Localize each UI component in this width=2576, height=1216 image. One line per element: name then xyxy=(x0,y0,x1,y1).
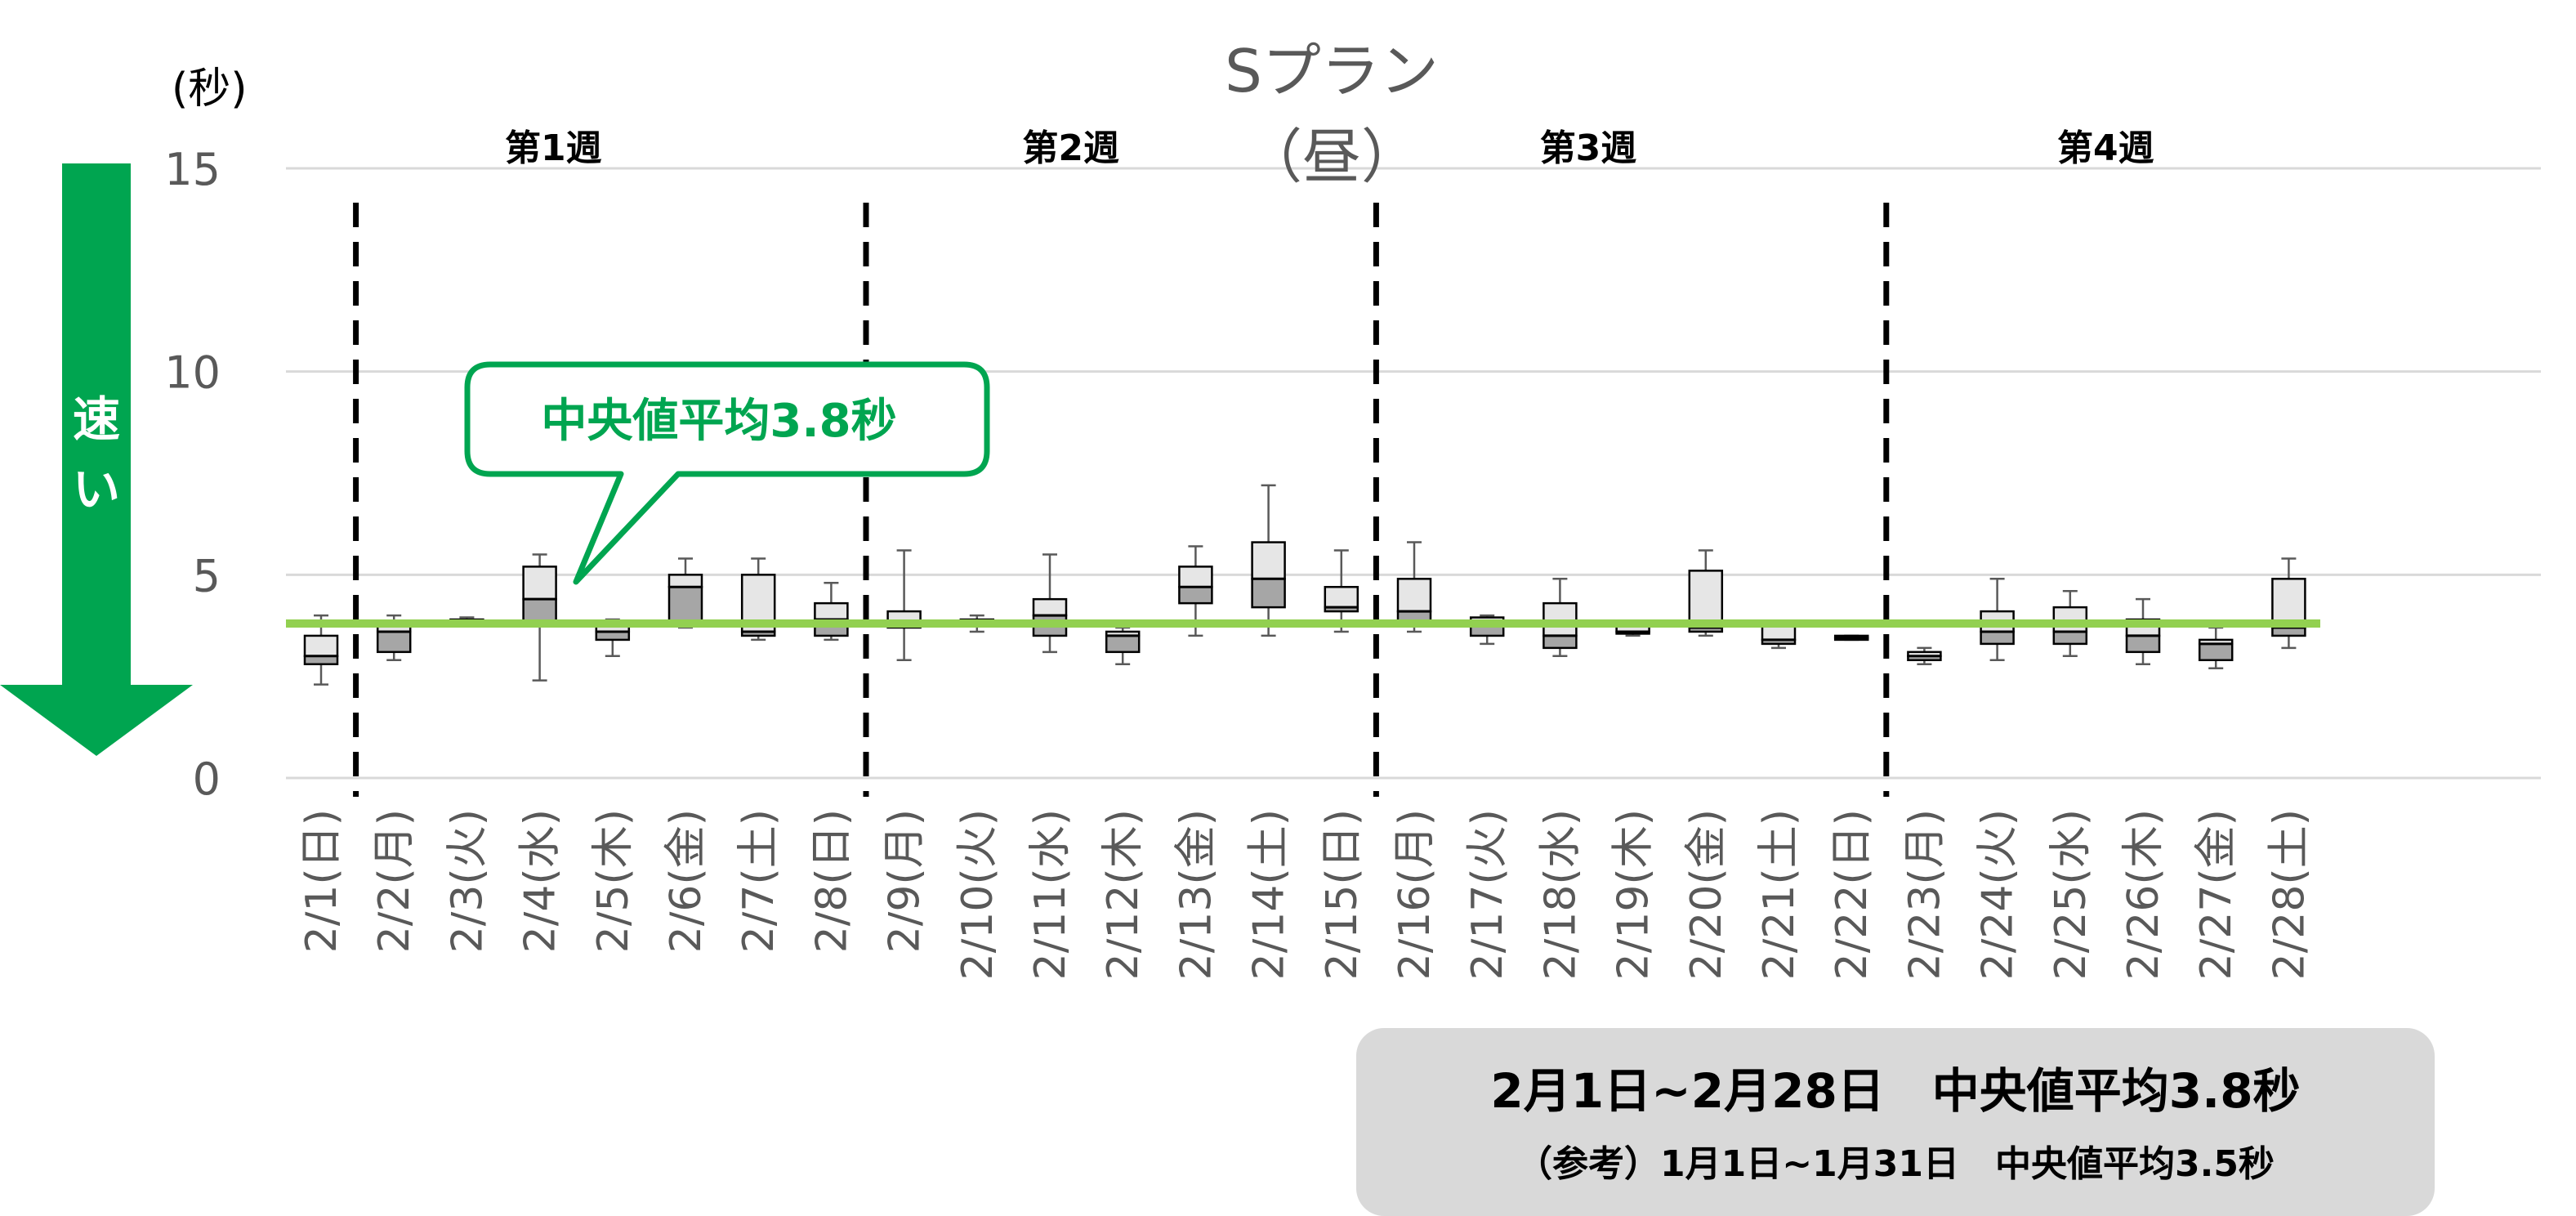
box-upper xyxy=(1032,597,1068,617)
x-tick-label: 2/20(金) xyxy=(1682,809,1731,980)
x-tick-label: 2/14(土) xyxy=(1245,809,1294,980)
y-axis-unit: (秒) xyxy=(172,65,248,114)
box-15 xyxy=(1324,549,1359,633)
x-tick-label: 2/10(火) xyxy=(953,809,1002,980)
box-upper xyxy=(522,566,557,601)
x-tick-label: 2/23(月) xyxy=(1900,809,1949,980)
box-23 xyxy=(1907,646,1942,665)
x-tick-label: 2/5(木) xyxy=(589,809,638,953)
x-tick-label: 2/9(月) xyxy=(881,809,930,953)
y-tick-label: 0 xyxy=(193,753,221,805)
box-lower xyxy=(2052,630,2088,646)
x-tick-label: 2/12(木) xyxy=(1099,809,1148,980)
x-tick-label: 2/7(土) xyxy=(734,809,784,953)
box-9 xyxy=(886,549,922,662)
week-separators xyxy=(353,203,1890,797)
box-upper xyxy=(1688,570,1724,629)
box-12 xyxy=(1105,626,1141,665)
speed-label-char: 速 xyxy=(72,391,120,447)
box-upper xyxy=(667,574,703,588)
box-upper xyxy=(814,601,849,621)
x-tick-label: 2/4(水) xyxy=(516,809,565,953)
week-label: 第3週 xyxy=(1540,127,1637,169)
x-tick-label: 2/25(水) xyxy=(2047,809,2096,980)
x-tick-label: 2/17(火) xyxy=(1463,809,1512,980)
box-11 xyxy=(1032,553,1068,654)
week-label: 第2週 xyxy=(1022,127,1119,169)
box-upper xyxy=(1324,586,1359,609)
y-tick-labels: 0 5 10 15 xyxy=(164,144,221,805)
callout-text: 中央値平均3.8秒 xyxy=(541,395,897,448)
x-tick-label: 2/8(日) xyxy=(807,809,856,953)
summary-line-2: （参考）1月1日~1月31日 中央値平均3.5秒 xyxy=(1516,1143,2275,1185)
x-tick-label: 2/3(火) xyxy=(443,809,492,953)
x-tick-label: 2/19(木) xyxy=(1609,809,1659,980)
arrow-shaft xyxy=(62,163,131,686)
x-tick-label: 2/6(金) xyxy=(662,809,711,953)
box-lower xyxy=(376,630,412,654)
callout-shape xyxy=(464,361,990,585)
y-tick-label: 5 xyxy=(193,550,221,601)
y-tick-label: 10 xyxy=(164,347,221,399)
x-tick-label: 2/21(土) xyxy=(1755,809,1804,980)
box-lower xyxy=(1251,578,1286,609)
x-tick-label: 2/13(金) xyxy=(1172,809,1221,980)
box-lower xyxy=(1178,586,1213,605)
box-upper xyxy=(1396,578,1432,613)
x-tick-label: 2/26(木) xyxy=(2119,809,2168,980)
box-lower xyxy=(667,586,703,625)
box-lower xyxy=(2125,634,2161,654)
box-28 xyxy=(2271,557,2306,650)
speed-label-char: い xyxy=(72,462,120,517)
summary-line-1: 2月1日~2月28日 中央値平均3.8秒 xyxy=(1490,1063,2301,1119)
x-tick-label: 2/27(金) xyxy=(2192,809,2241,980)
x-tick-label: 2/28(土) xyxy=(2265,809,2314,980)
y-tick-label: 15 xyxy=(164,144,221,195)
box-26 xyxy=(2125,597,2161,665)
x-tick-label: 2/16(月) xyxy=(1391,809,1440,980)
box-4 xyxy=(522,553,557,682)
box-6 xyxy=(667,557,703,629)
week-labels: 第1週 第2週 第3週 第4週 xyxy=(505,127,2154,169)
box-16 xyxy=(1396,541,1432,633)
x-tick-label: 2/11(水) xyxy=(1026,809,1075,980)
box-13 xyxy=(1178,545,1213,637)
box-lower xyxy=(1105,634,1141,654)
box-18 xyxy=(1542,578,1578,658)
chart-title: Sプラン（昼） xyxy=(1225,37,1439,191)
box-lower xyxy=(1980,630,2015,646)
x-tick-label: 2/1(日) xyxy=(297,809,346,953)
x-tick-label: 2/24(火) xyxy=(1974,809,2023,980)
box-27 xyxy=(2198,626,2234,669)
week-label: 第4週 xyxy=(2057,127,2154,169)
box-22 xyxy=(1833,634,1869,642)
x-tick-label: 2/15(日) xyxy=(1318,809,1367,980)
box-lower xyxy=(1542,634,1578,650)
box-upper xyxy=(1251,541,1286,580)
speed-arrow xyxy=(0,163,193,756)
week-label: 第1週 xyxy=(505,127,602,169)
box-upper xyxy=(1178,566,1213,588)
box-8 xyxy=(814,582,849,642)
box-1 xyxy=(303,614,339,686)
box-upper xyxy=(303,634,339,658)
x-tick-label: 2/2(月) xyxy=(370,809,419,953)
callout-bubble xyxy=(464,361,990,585)
x-tick-labels: 2/1(日) 2/2(月) 2/3(火) 2/4(水) 2/5(木) 2/6(金) 2/7(… xyxy=(297,809,2314,980)
summary-box: 2月1日~2月28日 中央値平均3.8秒 （参考）1月1日~1月31日 中央値平… xyxy=(1356,1028,2435,1216)
box-lower xyxy=(2198,642,2234,662)
arrow-head xyxy=(0,685,193,756)
x-tick-label: 2/22(日) xyxy=(1828,809,1877,980)
box-14 xyxy=(1251,484,1286,637)
speed-label: 速い xyxy=(62,384,131,525)
x-tick-label: 2/18(水) xyxy=(1536,809,1585,980)
